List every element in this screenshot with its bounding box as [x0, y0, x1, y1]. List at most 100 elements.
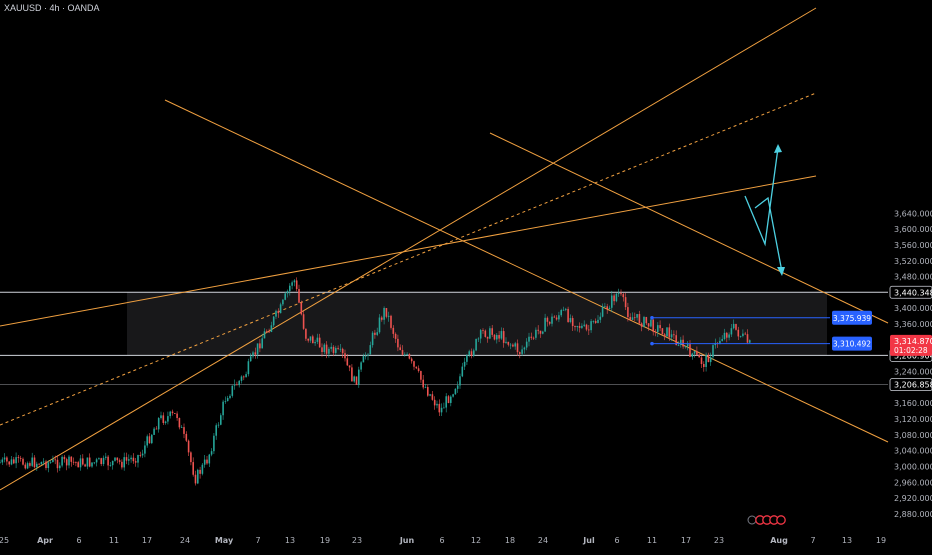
candle[interactable] [298, 284, 300, 304]
candle[interactable] [346, 354, 349, 366]
candle[interactable] [1, 457, 4, 465]
candle[interactable] [144, 441, 146, 458]
candle[interactable] [422, 374, 424, 390]
candle[interactable] [555, 315, 558, 321]
candle[interactable] [569, 314, 572, 324]
candle[interactable] [111, 460, 114, 470]
candle[interactable] [91, 462, 93, 468]
candle[interactable] [652, 317, 654, 336]
candle[interactable] [261, 333, 263, 349]
candle[interactable] [604, 302, 606, 308]
candle[interactable] [521, 345, 523, 357]
candle[interactable] [178, 417, 181, 430]
candle[interactable] [123, 452, 125, 471]
candle[interactable] [174, 412, 176, 414]
candle[interactable] [629, 313, 631, 322]
candle[interactable] [45, 459, 47, 471]
candle[interactable] [489, 326, 491, 340]
candle[interactable] [19, 455, 22, 462]
candle[interactable] [17, 454, 20, 463]
candle[interactable] [300, 300, 303, 316]
candle[interactable] [571, 315, 574, 331]
candle[interactable] [139, 451, 142, 458]
candle[interactable] [210, 448, 213, 457]
candle[interactable] [208, 453, 211, 467]
candle[interactable] [638, 310, 641, 325]
candle[interactable] [594, 318, 597, 324]
candle[interactable] [270, 321, 273, 333]
candle[interactable] [8, 461, 10, 467]
candle[interactable] [463, 357, 466, 370]
candle[interactable] [0, 459, 1, 464]
candle[interactable] [525, 338, 528, 351]
candle[interactable] [201, 462, 204, 476]
candle[interactable] [199, 466, 201, 479]
candle[interactable] [438, 399, 441, 416]
candle[interactable] [155, 426, 158, 430]
candle[interactable] [312, 334, 314, 344]
candle[interactable] [353, 375, 355, 383]
candle[interactable] [100, 457, 102, 467]
candle[interactable] [3, 453, 6, 463]
candle[interactable] [229, 394, 231, 400]
candle[interactable] [433, 396, 436, 410]
candle[interactable] [581, 323, 583, 330]
candle[interactable] [703, 361, 705, 372]
candle[interactable] [387, 311, 390, 322]
candle[interactable] [6, 456, 8, 466]
candle[interactable] [132, 453, 135, 464]
candle[interactable] [263, 328, 266, 339]
candle[interactable] [121, 459, 123, 470]
candle[interactable] [157, 417, 160, 433]
candle[interactable] [215, 423, 217, 440]
candle[interactable] [240, 375, 243, 384]
candle[interactable] [93, 462, 96, 465]
candle[interactable] [13, 456, 15, 465]
candle[interactable] [675, 330, 677, 346]
candle[interactable] [82, 454, 84, 466]
candle[interactable] [332, 345, 335, 357]
candle[interactable] [473, 348, 475, 358]
candle[interactable] [413, 360, 415, 371]
candle[interactable] [440, 403, 443, 416]
candle[interactable] [56, 455, 59, 473]
candle[interactable] [532, 336, 535, 341]
candle[interactable] [394, 332, 397, 343]
candle[interactable] [378, 314, 381, 334]
candle[interactable] [574, 325, 576, 331]
candle[interactable] [461, 362, 464, 378]
candle[interactable] [98, 457, 100, 460]
candle[interactable] [192, 457, 194, 477]
candle[interactable] [325, 341, 328, 359]
candle[interactable] [726, 331, 728, 343]
candle[interactable] [381, 315, 383, 322]
candle[interactable] [128, 454, 130, 466]
candle[interactable] [68, 454, 70, 469]
candle[interactable] [470, 348, 473, 359]
candle[interactable] [371, 331, 374, 348]
candle[interactable] [479, 328, 482, 344]
candle[interactable] [615, 292, 618, 303]
candle[interactable] [420, 370, 422, 383]
candle[interactable] [224, 396, 227, 404]
candle[interactable] [164, 420, 167, 425]
candle[interactable] [657, 322, 659, 337]
candle[interactable] [749, 339, 751, 344]
trendline[interactable] [0, 175, 817, 327]
candle[interactable] [220, 413, 222, 426]
candle[interactable] [558, 311, 560, 323]
candle[interactable] [176, 411, 178, 421]
candle[interactable] [148, 433, 151, 444]
candle[interactable] [291, 280, 293, 290]
candle[interactable] [502, 327, 505, 348]
candle[interactable] [49, 459, 52, 464]
candle[interactable] [362, 353, 365, 363]
candle[interactable] [243, 375, 245, 381]
candle[interactable] [171, 409, 174, 416]
candle[interactable] [620, 289, 622, 296]
candle[interactable] [709, 352, 712, 366]
trendline[interactable] [164, 99, 889, 443]
candle[interactable] [318, 333, 321, 348]
candle[interactable] [560, 308, 562, 318]
